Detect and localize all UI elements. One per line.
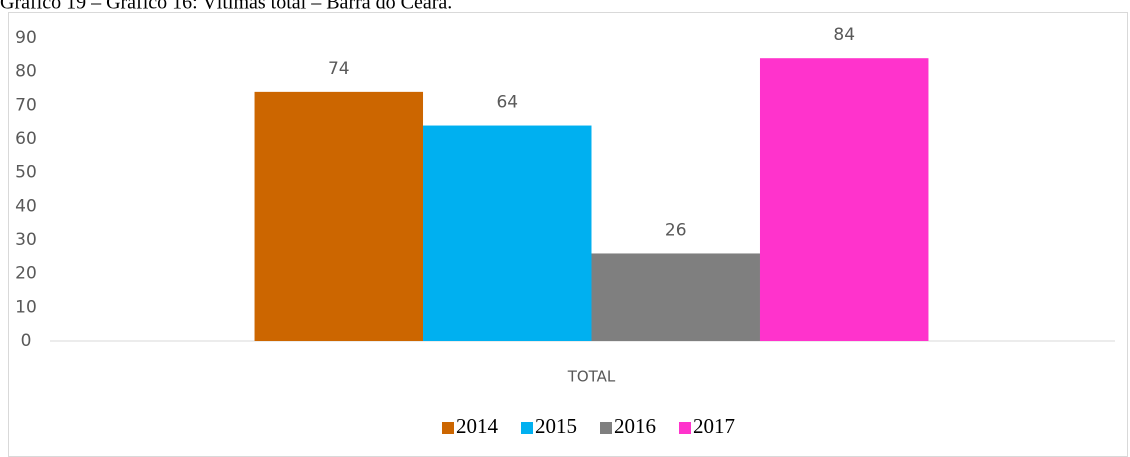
data-label: 64 xyxy=(496,93,518,113)
x-tick-label: TOTAL xyxy=(567,368,616,386)
legend-label: 2017 xyxy=(693,414,735,438)
data-label: 74 xyxy=(328,59,350,79)
y-tick-label: 70 xyxy=(15,95,37,115)
y-tick-label: 10 xyxy=(15,297,37,317)
bar xyxy=(254,91,424,341)
y-tick-label: 20 xyxy=(15,264,37,284)
bar xyxy=(759,58,929,341)
y-tick-label: 0 xyxy=(21,331,32,351)
y-tick-label: 50 xyxy=(15,163,37,183)
y-tick-label: 80 xyxy=(15,62,37,82)
data-label: 26 xyxy=(665,220,687,240)
legend-swatch xyxy=(521,422,533,434)
y-tick-label: 40 xyxy=(15,196,37,216)
bar xyxy=(423,125,592,342)
legend-swatch xyxy=(600,422,612,434)
y-tick-label: 90 xyxy=(15,28,37,48)
y-tick-label: 30 xyxy=(15,230,37,250)
legend-swatch xyxy=(679,422,691,434)
legend-label: 2015 xyxy=(535,414,577,438)
legend-label: 2014 xyxy=(456,414,499,438)
bar xyxy=(591,253,760,341)
y-tick-label: 60 xyxy=(15,129,37,149)
legend-label: 2016 xyxy=(614,414,656,438)
chart-title: Gráfico 19 – Gráfico 16: Vítimas total –… xyxy=(0,0,452,14)
legend-swatch xyxy=(442,422,454,434)
data-label: 84 xyxy=(833,25,855,45)
